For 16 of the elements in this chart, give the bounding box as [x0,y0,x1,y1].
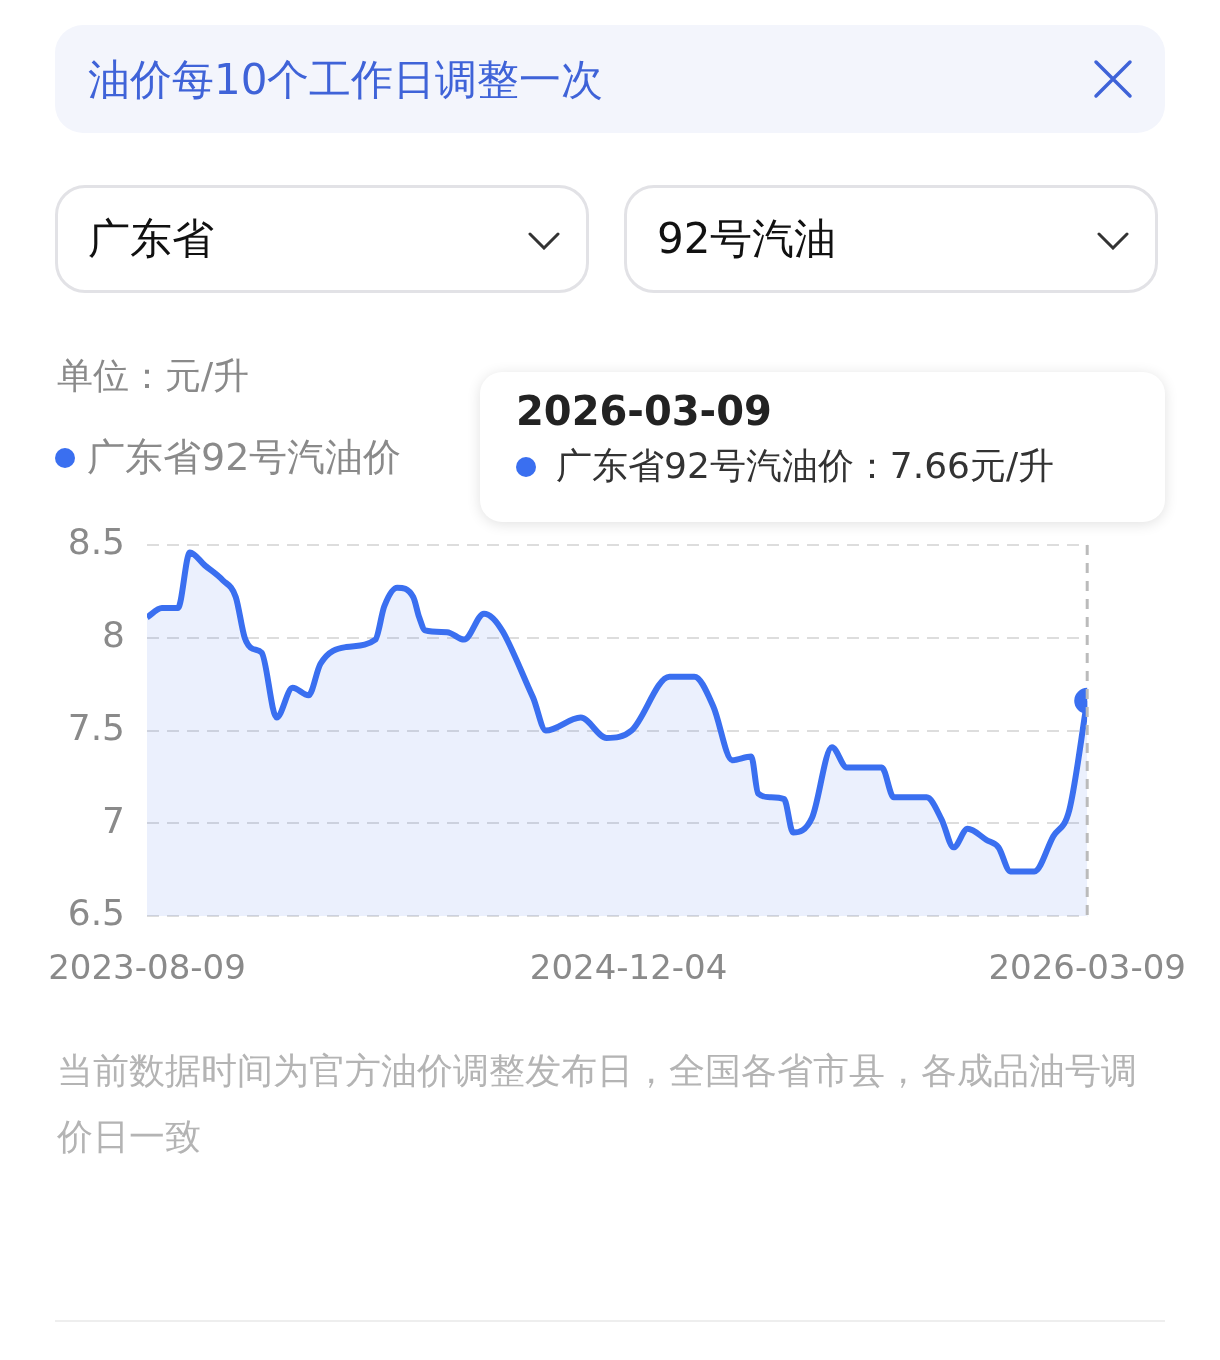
chart-title: 油价每10个工作日调整一次 [88,54,604,106]
text: 92号汽油 [624,185,1158,293]
y-axis-title: 单位：元/升 [57,354,250,398]
text: 当前数据时间为官方油价调整发布日，全国各省市县，各成品油号调价日一致 [57,1049,1138,1159]
x-tick-label: 2024-12-04 [529,947,728,988]
x-tick-label: 2023-08-09 [48,947,246,988]
x-tick-label: 2026-03-09 [988,947,1186,988]
text: 2026-03-09 [516,388,773,434]
y-tick-label: 8 [102,614,125,656]
text: 广东省 [55,185,589,293]
y-tick-label: 8.5 [67,521,125,563]
text: 广东省92号汽油价：7.66元/升 [555,444,1056,488]
y-tick-label: 6.5 [67,892,125,934]
legend-label: 广东省92号汽油价 [86,434,402,481]
y-tick-label: 7.5 [67,706,125,748]
y-tick-label: 7 [102,799,125,841]
